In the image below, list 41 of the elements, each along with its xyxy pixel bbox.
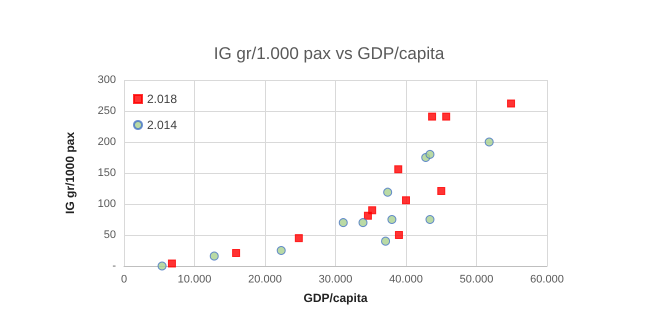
x-tick-label: 60.000 [530, 274, 564, 286]
y-tick-label: 50 [104, 229, 116, 241]
y-tick-label: 250 [98, 105, 116, 117]
point [294, 234, 303, 242]
point [484, 138, 494, 146]
point [210, 252, 219, 261]
point [338, 218, 348, 228]
point [381, 236, 390, 246]
point [168, 260, 176, 268]
y-tick-label: 150 [98, 167, 116, 179]
point [383, 188, 392, 197]
point [158, 262, 167, 270]
point [507, 100, 516, 108]
y-tick-label: 200 [98, 136, 116, 148]
point [425, 215, 434, 224]
point [428, 112, 436, 121]
x-tick-label: 10.000 [178, 274, 212, 286]
x-axis-title: GDP/capita [303, 291, 368, 305]
x-tick-label: 50.000 [460, 274, 494, 286]
x-tick-label: 30.000 [318, 274, 352, 286]
point [437, 186, 446, 195]
point [394, 165, 402, 174]
legend-label: 2.018 [147, 92, 178, 106]
point [387, 215, 396, 224]
point [368, 206, 376, 214]
point [394, 231, 403, 239]
y-axis-title: IG gr/1000 pax [63, 132, 77, 214]
x-tick-label: 0 [120, 274, 128, 286]
y-tick-label: 300 [98, 74, 116, 86]
chart-title: IG gr/1.000 pax vs GDP/capita [214, 44, 445, 63]
point [402, 196, 410, 204]
point [276, 246, 286, 255]
point [425, 150, 434, 159]
x-tick-label: 40.000 [389, 274, 423, 286]
y-tick-label: 100 [98, 198, 116, 210]
legend-label: 2.014 [147, 118, 178, 132]
point [232, 248, 240, 257]
x-tick-label: 20.000 [248, 274, 282, 286]
y-tick-label: - [112, 260, 116, 272]
point [358, 218, 368, 228]
point [442, 112, 450, 121]
